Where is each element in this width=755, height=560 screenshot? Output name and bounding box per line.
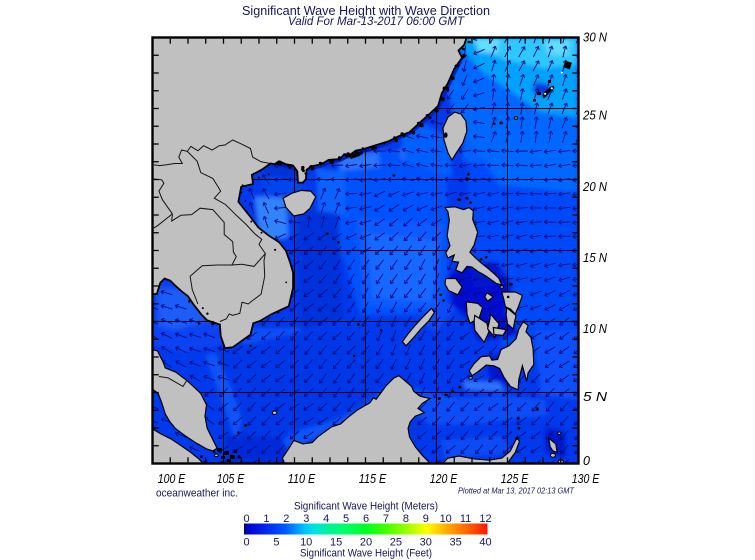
svg-text:Plotted at Mar 13, 2017 02:13: Plotted at Mar 13, 2017 02:13 GMT — [458, 486, 575, 496]
svg-text:Significant Wave Height (Feet): Significant Wave Height (Feet) — [300, 548, 432, 560]
svg-text:120 E: 120 E — [430, 472, 458, 486]
svg-text:110 E: 110 E — [288, 472, 316, 486]
svg-text:30: 30 — [420, 537, 432, 549]
svg-text:130 E: 130 E — [572, 472, 600, 486]
svg-text:1: 1 — [263, 513, 269, 525]
svg-text:25: 25 — [390, 537, 402, 549]
svg-text:oceanweather inc.: oceanweather inc. — [156, 488, 238, 500]
svg-text:100 E: 100 E — [158, 472, 186, 486]
svg-text:105 E: 105 E — [217, 472, 245, 486]
svg-text:10: 10 — [440, 513, 452, 525]
svg-text:20 N: 20 N — [582, 180, 608, 194]
svg-text:3: 3 — [303, 513, 309, 525]
svg-text:2: 2 — [283, 513, 289, 525]
svg-text:12: 12 — [479, 513, 491, 525]
svg-text:40: 40 — [479, 537, 491, 549]
svg-text:25 N: 25 N — [582, 109, 608, 123]
svg-text:7: 7 — [383, 513, 389, 525]
svg-text:35: 35 — [449, 537, 461, 549]
svg-text:15 N: 15 N — [583, 251, 608, 265]
svg-text:5: 5 — [273, 537, 279, 549]
svg-text:5 N: 5 N — [583, 390, 608, 404]
svg-text:5: 5 — [343, 513, 349, 525]
svg-text:10 N: 10 N — [583, 322, 608, 336]
svg-text:0: 0 — [243, 537, 249, 549]
svg-text:30 N: 30 N — [583, 31, 608, 45]
svg-text:115 E: 115 E — [359, 472, 387, 486]
svg-text:15: 15 — [330, 537, 342, 549]
svg-text:20: 20 — [360, 537, 372, 549]
svg-text:6: 6 — [363, 513, 369, 525]
svg-text:Significant Wave Height (Meter: Significant Wave Height (Meters) — [294, 501, 438, 513]
svg-text:4: 4 — [323, 513, 329, 525]
svg-text:8: 8 — [403, 513, 409, 525]
svg-text:0: 0 — [583, 454, 590, 468]
svg-text:0: 0 — [243, 513, 249, 525]
svg-text:10: 10 — [300, 537, 312, 549]
svg-text:11: 11 — [460, 513, 471, 525]
svg-text:9: 9 — [423, 513, 429, 525]
svg-text:125 E: 125 E — [501, 472, 529, 486]
svg-text:Valid For Mar-13-2017 06:00 GM: Valid For Mar-13-2017 06:00 GMT — [288, 14, 466, 28]
svg-text:Significant Wave Height with W: Significant Wave Height with Wave Direct… — [242, 3, 490, 18]
